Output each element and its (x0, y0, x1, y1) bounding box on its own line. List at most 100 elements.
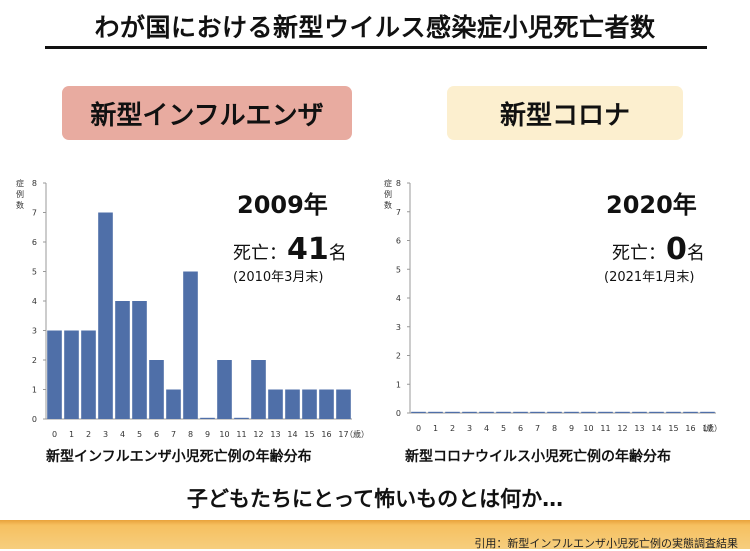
flu-x-tick-label: 12 (253, 430, 263, 439)
covid-bar (496, 411, 511, 413)
covid-chart-caption: 新型コロナウイルス小児死亡例の年齢分布 (405, 449, 671, 465)
flu-x-tick-label: 15 (304, 430, 314, 439)
flu-x-tick-label: 1 (69, 430, 74, 439)
flu-year: 2009年 (237, 191, 328, 219)
covid-bar (479, 411, 494, 413)
flu-y-axis-label-char: 例 (16, 189, 24, 199)
flu-bar (217, 360, 232, 419)
flu-x-tick-label: 16 (321, 430, 331, 439)
covid-y-axis-label-char: 数 (384, 200, 392, 210)
covid-x-tick-label: 13 (634, 424, 644, 433)
covid-x-unit-label: （歳） (698, 423, 722, 433)
covid-bar (445, 411, 460, 413)
citation: 引用：新型インフルエンザ小児死亡例の実態調査結果 (474, 537, 738, 550)
covid-bar (615, 411, 630, 413)
flu-bar (81, 330, 96, 419)
flu-x-tick-label: 13 (270, 430, 280, 439)
flu-y-tick-label: 6 (32, 238, 37, 247)
flu-bar (98, 212, 113, 419)
flu-bar (166, 389, 181, 419)
flu-x-tick-label: 11 (236, 430, 246, 439)
covid-deaths-number: 0 (666, 232, 687, 267)
flu-bar (183, 271, 198, 419)
covid-deaths-prefix: 死亡： (612, 243, 666, 264)
bottom-question: 子どもたちにとって怖いものとは何か… (186, 487, 564, 511)
flu-x-tick-label: 3 (103, 430, 108, 439)
covid-bar (513, 411, 528, 413)
flu-y-tick-label: 3 (32, 327, 37, 336)
flu-x-tick-label: 10 (219, 430, 229, 439)
flu-deaths-number: 41 (287, 232, 329, 267)
bottom-band (0, 520, 750, 549)
covid-label-box: 新型コロナ (447, 86, 683, 140)
flu-note: (2010年3月末) (233, 270, 324, 285)
covid-x-tick-label: 16 (685, 424, 695, 433)
flu-label-box: 新型インフルエンザ (62, 86, 352, 140)
covid-x-tick-label: 0 (416, 424, 421, 433)
covid-x-tick-label: 11 (600, 424, 610, 433)
flu-deaths-prefix: 死亡： (233, 243, 287, 264)
covid-x-tick-label: 15 (668, 424, 678, 433)
covid-year: 2020年 (606, 191, 697, 219)
covid-y-tick-label: 7 (396, 208, 401, 217)
flu-y-axis-label-char: 症 (16, 178, 24, 188)
covid-y-axis-label-char: 例 (384, 189, 392, 199)
flu-deaths-suffix: 名 (328, 243, 347, 264)
covid-x-tick-label: 2 (450, 424, 455, 433)
flu-bar (285, 389, 300, 419)
covid-y-tick-label: 3 (396, 323, 401, 332)
flu-bar (268, 389, 283, 419)
flu-x-tick-label: 9 (205, 430, 210, 439)
covid-bar (411, 411, 426, 413)
covid-x-tick-label: 10 (583, 424, 593, 433)
page-title: わが国における新型ウイルス感染症小児死亡者数 (94, 13, 656, 42)
flu-x-tick-label: 8 (188, 430, 193, 439)
covid-label: 新型コロナ (499, 100, 630, 131)
flu-x-tick-label: 4 (120, 430, 125, 439)
flu-y-tick-label: 1 (32, 386, 37, 395)
flu-y-tick-label: 5 (32, 268, 37, 277)
flu-bar (149, 360, 164, 419)
flu-bar (234, 417, 249, 419)
flu-x-tick-label: 7 (171, 430, 176, 439)
flu-x-tick-label: 0 (52, 430, 57, 439)
flu-bar (319, 389, 334, 419)
flu-label: 新型インフルエンザ (90, 100, 324, 131)
flu-bar (64, 330, 79, 419)
flu-y-tick-label: 0 (32, 415, 37, 424)
flu-y-tick-label: 7 (32, 209, 37, 218)
flu-x-tick-label: 6 (154, 430, 159, 439)
flu-y-axis-label-char: 数 (16, 200, 24, 210)
flu-y-tick-label: 4 (32, 297, 37, 306)
covid-y-tick-label: 5 (396, 265, 401, 274)
covid-x-tick-label: 7 (535, 424, 540, 433)
covid-bar (547, 411, 562, 413)
flu-deaths: 死亡：41名 (233, 232, 347, 267)
covid-y-axis-label-char: 症 (384, 178, 392, 188)
covid-y-tick-label: 2 (396, 352, 401, 361)
covid-y-tick-label: 1 (396, 380, 401, 389)
flu-x-tick-label: 17 (338, 430, 348, 439)
covid-x-tick-label: 3 (467, 424, 472, 433)
covid-bar (598, 411, 613, 413)
covid-x-tick-label: 17 (702, 424, 712, 433)
covid-bar (683, 411, 698, 413)
covid-y-tick-label: 0 (396, 409, 401, 418)
covid-x-tick-label: 8 (552, 424, 557, 433)
covid-y-tick-label: 8 (396, 179, 401, 188)
flu-y-tick-label: 2 (32, 356, 37, 365)
flu-bar (200, 417, 215, 419)
covid-bar (632, 411, 647, 413)
covid-deaths: 死亡：0名 (612, 232, 705, 267)
flu-x-tick-label: 2 (86, 430, 91, 439)
covid-bar (700, 411, 715, 413)
flu-bar (336, 389, 351, 419)
flu-bar (302, 389, 317, 419)
flu-x-tick-label: 14 (287, 430, 297, 439)
covid-x-tick-label: 5 (501, 424, 506, 433)
flu-chart-caption: 新型インフルエンザ小児死亡例の年齢分布 (46, 449, 312, 465)
covid-x-tick-label: 9 (569, 424, 574, 433)
covid-note: (2021年1月末) (604, 270, 695, 285)
flu-y-tick-label: 8 (32, 179, 37, 188)
